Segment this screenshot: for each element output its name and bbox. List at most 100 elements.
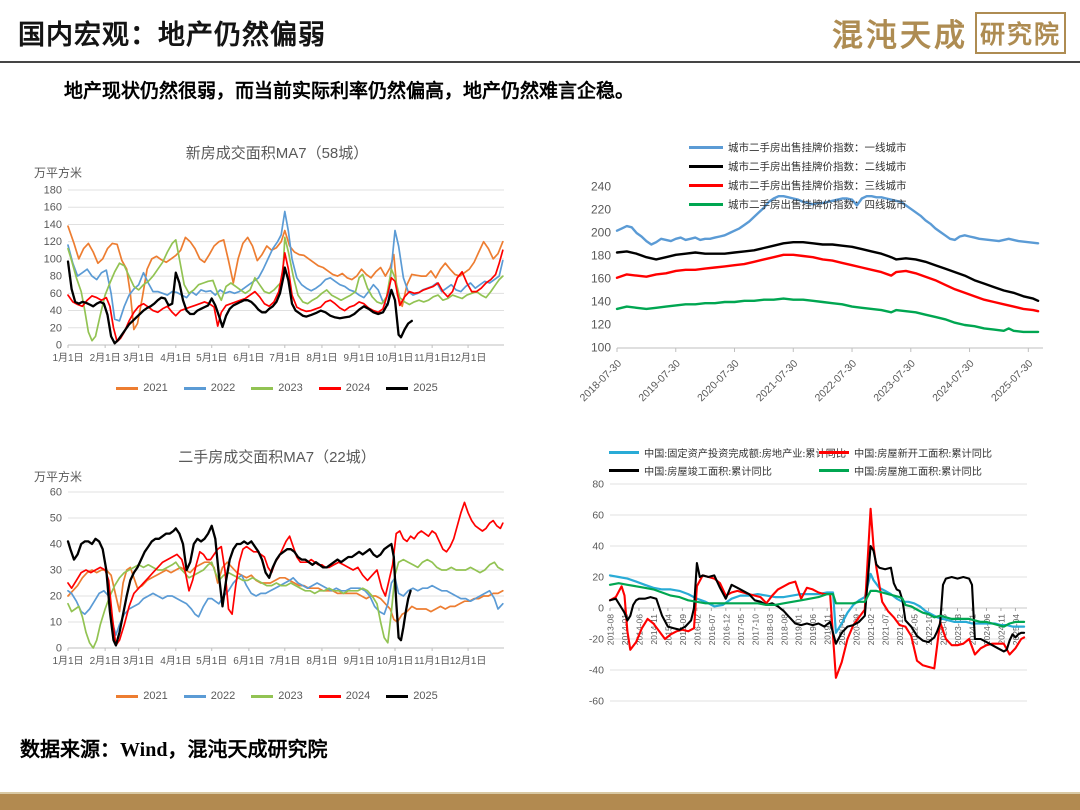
legend-swatch-icon — [251, 386, 274, 390]
x-tick-label: 2019-06 — [808, 614, 818, 645]
x-tick-label: 2021-07 — [881, 614, 891, 645]
series-line-2024 — [67, 501, 504, 647]
legend-item: 2024 — [318, 690, 371, 702]
y-tick-label: 60 — [50, 487, 62, 499]
x-tick-label: 2024-11 — [996, 614, 1006, 645]
y-tick-label: 80 — [592, 479, 604, 491]
chart-plot: -60 -40 -20 0 20 40 60 80 2013-08 2014-01 2014-06 2… — [589, 479, 1027, 708]
x-tick-label: 2014-06 — [634, 614, 644, 645]
y-tick-label: -60 — [589, 696, 604, 708]
x-tick-label: 3月1日 — [123, 352, 154, 364]
y-tick-label: 20 — [50, 591, 62, 603]
x-tick-label: 7月1日 — [269, 655, 300, 667]
x-tick-label: 2017-10 — [750, 614, 760, 645]
y-tick-label: 160 — [591, 272, 611, 286]
x-tick-label: 2022-10 — [924, 614, 934, 645]
bottom-accent-bar — [0, 792, 1080, 810]
legend-swatch-icon — [116, 694, 139, 698]
y-tick-label: 140 — [591, 295, 611, 309]
x-tick-label: 2023-07-30 — [871, 358, 918, 405]
chart-legend-row: 中国:固定资产投资完成额:房地产业:累计同比 中国:房屋新开工面积:累计同比 — [609, 445, 992, 460]
y-tick-label: 240 — [591, 180, 611, 194]
legend-item: 城市二手房出售挂牌价指数：一线城市 — [689, 140, 907, 155]
x-tick-label: 2016-02 — [692, 614, 702, 645]
y-tick-label: -40 — [589, 665, 604, 677]
legend-item: 2021 — [116, 690, 168, 702]
legend-swatch-icon — [183, 694, 206, 698]
series-line-中国:房屋施工面积:累计同比 — [608, 582, 1026, 628]
legend-swatch-icon — [689, 184, 723, 187]
company-logo: 混沌天成 研究院 — [832, 10, 1066, 55]
x-tick-label: 8月1日 — [306, 655, 337, 667]
series-line-2022 — [67, 210, 504, 322]
legend-label: 2024 — [345, 690, 371, 702]
logo-text: 混沌天成 — [831, 18, 968, 53]
chart-title: 新房成交面积MA7（58城） — [185, 145, 369, 162]
chart-plot: 100 120 140 160 180 200 220 240 2018-07-30 2019-0… — [578, 180, 1043, 405]
x-tick-label: 8月1日 — [306, 352, 337, 364]
data-source: 数据来源：Wind，混沌天成研究院 — [20, 739, 328, 761]
x-tick-label: 2020-09 — [852, 614, 862, 645]
legend-swatch-icon — [689, 203, 723, 206]
x-tick-label: 2024-06 — [982, 614, 992, 645]
x-tick-label: 2013-08 — [606, 614, 616, 645]
legend-label: 中国:房屋竣工面积:累计同比 — [644, 467, 772, 478]
legend-label: 2023 — [278, 690, 303, 702]
x-tick-label: 11月1日 — [414, 655, 450, 667]
x-tick-label: 3月1日 — [123, 655, 154, 667]
legend-swatch-icon — [609, 451, 639, 454]
legend-swatch-icon — [183, 386, 206, 390]
x-tick-label: 2022-07-30 — [813, 358, 860, 405]
legend-item: 中国:房屋施工面积:累计同比 — [819, 463, 982, 478]
axis-unit-label: 万平方米 — [34, 470, 83, 484]
page-title: 国内宏观：地产仍然偏弱 — [18, 20, 326, 50]
x-tick-label: 1月1日 — [52, 352, 83, 364]
x-tick-label: 1月1日 — [52, 655, 83, 667]
legend-label: 城市二手房出售挂牌价指数：四线城市 — [728, 200, 907, 211]
chart-secondhand-listing-price-index: 100 120 140 160 180 200 220 240 2018-07-30 2019-0… — [575, 130, 1072, 418]
y-tick-label: 40 — [50, 305, 62, 317]
x-tick-label: 2025-04 — [1011, 614, 1021, 645]
legend-label: 城市二手房出售挂牌价指数：二线城市 — [728, 162, 907, 173]
logo-suffix-seal: 研究院 — [974, 11, 1066, 54]
x-tick-label: 2020-04 — [837, 614, 847, 645]
y-tick-label: 30 — [50, 565, 62, 577]
x-tick-label: 2014-01 — [620, 614, 630, 645]
series-line-2023 — [67, 558, 504, 649]
y-tick-label: 100 — [591, 341, 611, 355]
axis-unit-label: 万平方米 — [34, 166, 83, 180]
x-tick-label: 9月1日 — [344, 352, 375, 364]
x-tick-label: 2018-08 — [779, 614, 789, 645]
legend-swatch-icon — [819, 469, 849, 472]
y-tick-label: 0 — [598, 603, 604, 615]
legend-item: 城市二手房出售挂牌价指数：二线城市 — [689, 159, 907, 174]
x-tick-label: 2018-07-30 — [578, 358, 625, 405]
chart-realestate-investment-yoy: -60 -40 -20 0 20 40 60 80 2013-08 2014-01 2014-06 2… — [575, 440, 1075, 740]
legend-item: 2024 — [318, 382, 370, 394]
chart-plot: 0 20 40 60 80 100 120 140 160 180 1月1日 2月1日 3月1日 4月1日… — [44, 185, 504, 364]
x-tick-label: 4月1日 — [160, 655, 191, 667]
series-line-中国:房屋竣工面积:累计同比 — [608, 544, 1026, 653]
legend-item: 2021 — [116, 382, 168, 394]
series-line-2025 — [66, 260, 413, 345]
y-tick-label: 220 — [591, 203, 611, 217]
legend-swatch-icon — [386, 386, 409, 390]
legend-swatch-icon — [116, 386, 139, 390]
legend-label: 2023 — [278, 382, 303, 394]
y-tick-label: 120 — [44, 236, 62, 248]
legend-item: 中国:固定资产投资完成额:房地产业:累计同比 — [609, 445, 846, 460]
x-tick-label: 11月1日 — [414, 352, 450, 364]
y-tick-label: 20 — [50, 322, 62, 334]
x-tick-label: 2019-01 — [794, 614, 804, 645]
y-tick-label: 60 — [592, 510, 604, 522]
x-tick-label: 2月1日 — [90, 655, 121, 667]
y-tick-label: 80 — [50, 271, 62, 283]
x-tick-label: 2020-07-30 — [695, 358, 742, 405]
x-tick-label: 6月1日 — [233, 352, 264, 364]
legend-swatch-icon — [318, 386, 341, 390]
series-line-2025 — [66, 524, 412, 647]
y-tick-label: 180 — [591, 249, 611, 263]
x-tick-label: 5月1日 — [196, 655, 227, 667]
legend-swatch-icon — [251, 694, 274, 698]
